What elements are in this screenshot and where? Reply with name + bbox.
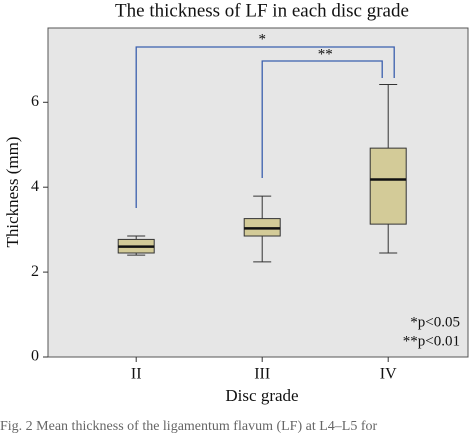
significance-bracket [135,46,395,208]
x-tick-label: IV [380,366,397,383]
y-tick-label: 0 [31,348,39,365]
caption: Fig. 2 Mean thickness of the ligamentum … [0,419,377,433]
chart-title: The thickness of LF in each disc grade [115,0,409,21]
x-tick-label: II [131,366,142,383]
significance-mark: ** [318,46,333,62]
x-tick-label: III [254,366,270,383]
box [369,147,407,225]
y-tick-label: 2 [31,263,39,280]
y-tick-label: 4 [31,178,39,195]
significance-mark: * [258,31,266,47]
legend-text: **p<0.01 [403,333,460,349]
legend-text: *p<0.05 [410,314,460,330]
significance-bracket [261,60,383,178]
y-tick-label: 6 [31,93,39,110]
y-axis-label: Thickness (mm) [3,137,22,248]
x-axis-label: Disc grade [225,386,298,405]
